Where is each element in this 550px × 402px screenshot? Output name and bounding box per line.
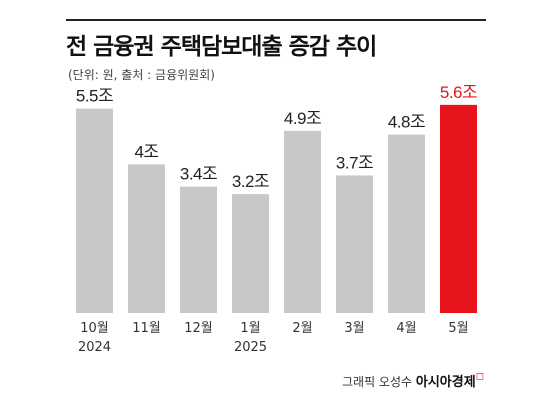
bar-5 xyxy=(336,175,373,313)
bar-0 xyxy=(76,108,113,313)
data-label-1: 4조 xyxy=(134,142,158,161)
bar-3 xyxy=(232,194,269,313)
x-tick-label-1: 11월 xyxy=(132,321,161,336)
brand-mark-icon: ◻ xyxy=(475,371,484,382)
x-tick-label-6: 4월 xyxy=(396,321,416,336)
x-tick-label-5: 3월 xyxy=(344,321,364,336)
data-label-4: 4.9조 xyxy=(284,109,321,128)
x-tick-label-2: 12월 xyxy=(184,321,213,336)
bar-6 xyxy=(388,134,425,313)
bar-1 xyxy=(128,164,165,313)
bar-4 xyxy=(284,130,321,313)
x-tick-label-7: 5월 xyxy=(448,321,468,336)
data-label-3: 3.2조 xyxy=(232,172,269,191)
data-label-0: 5.5조 xyxy=(76,87,113,106)
data-label-5: 3.7조 xyxy=(336,153,373,172)
x-tick-year-3: 2025 xyxy=(234,340,267,355)
x-tick-label-4: 2월 xyxy=(292,321,312,336)
x-tick-year-0: 2024 xyxy=(78,340,111,355)
graphic-credit: 그래픽 오성수 xyxy=(341,375,413,389)
bar-2 xyxy=(180,186,217,313)
title-rule xyxy=(66,19,486,21)
brand-logo-text: 아시아경제 xyxy=(415,375,476,390)
data-label-6: 4.8조 xyxy=(388,113,425,132)
bar-7 xyxy=(440,104,477,313)
x-tick-label-3: 1월 xyxy=(240,321,260,336)
data-label-2: 3.4조 xyxy=(180,165,217,184)
credit-line: 그래픽 오성수 아시아경제◻ xyxy=(342,371,484,390)
chart-title: 전 금융권 주택담보대출 증감 추이 xyxy=(66,34,377,60)
x-tick-label-0: 10월 xyxy=(80,321,109,336)
chart-subtitle: (단위: 원, 출처 : 금융위원회) xyxy=(68,68,215,82)
data-label-7: 5.6조 xyxy=(440,83,477,102)
